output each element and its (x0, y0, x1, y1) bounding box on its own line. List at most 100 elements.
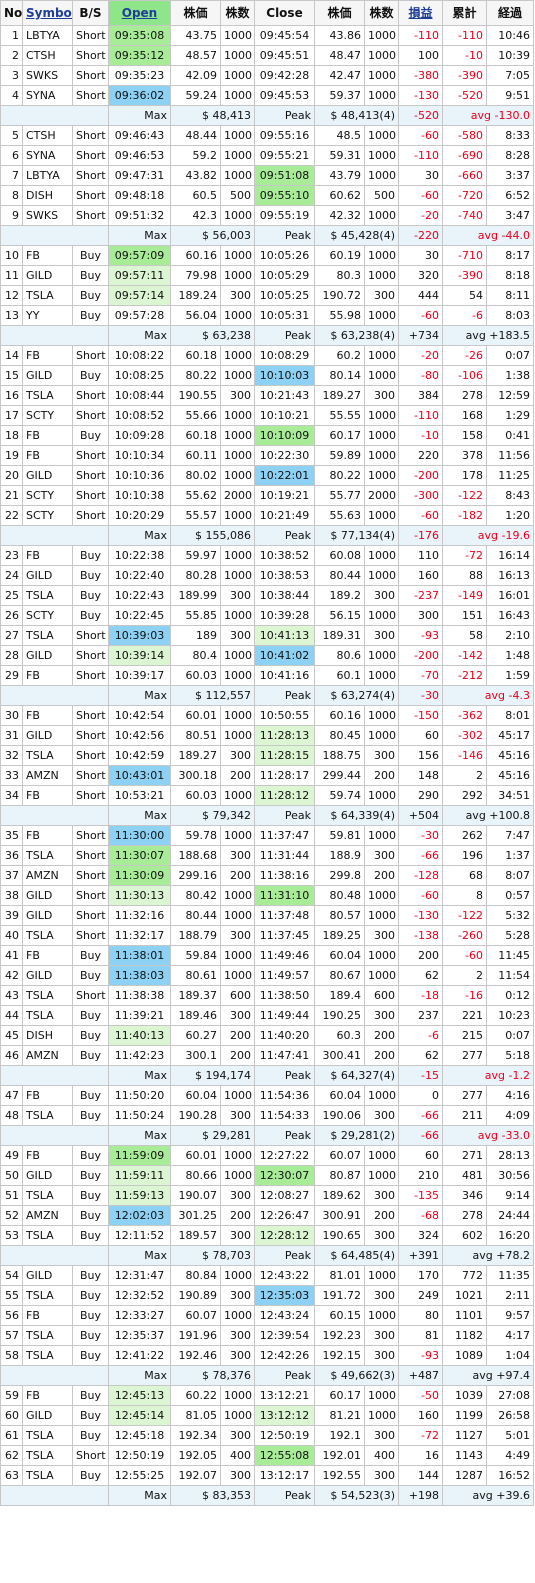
close-time: 10:50:55 (254, 705, 315, 726)
close-price: 300.41 (314, 1045, 365, 1066)
trade-row: 59 FB Buy 12:45:13 60.22 1000 13:12:21 60.17 100… (0, 1385, 534, 1406)
open-time: 10:10:38 (108, 485, 171, 506)
trade-no: 10 (0, 245, 23, 266)
summary-profit-loss: -176 (398, 525, 443, 546)
close-qty: 1000 (364, 965, 399, 986)
trade-symbol: TSLA (22, 1225, 73, 1246)
trade-no: 15 (0, 365, 23, 386)
header-symbol[interactable]: Symbol (22, 0, 73, 26)
close-time: 12:08:27 (254, 1185, 315, 1206)
trade-side: Buy (72, 425, 109, 446)
trade-side: Short (72, 145, 109, 166)
trade-row: 57 TSLA Buy 12:35:37 191.96 300 12:39:54 192.23… (0, 1325, 534, 1346)
close-qty: 1000 (364, 305, 399, 326)
open-qty: 300 (220, 745, 255, 766)
header-open-qty: 株数 (220, 0, 255, 26)
close-time: 12:50:19 (254, 1425, 315, 1446)
close-qty: 1000 (364, 605, 399, 626)
trade-no: 38 (0, 885, 23, 906)
open-price: 188.79 (170, 925, 221, 946)
close-price: 191.72 (314, 1285, 365, 1306)
summary-row: Max $ 78,703 Peak $ 64,485(4) +391 avg +78.2 (0, 1245, 534, 1266)
open-qty: 1000 (220, 1405, 255, 1426)
trade-symbol: TSLA (22, 845, 73, 866)
close-qty: 200 (364, 1025, 399, 1046)
trade-symbol: SWKS (22, 65, 73, 86)
elapsed: 8:28 (486, 145, 534, 166)
open-time: 11:30:13 (108, 885, 171, 906)
summary-row: Max $ 48,413 Peak $ 48,413(4) -520 avg -130.0 (0, 105, 534, 126)
close-qty: 300 (364, 925, 399, 946)
close-price: 59.31 (314, 145, 365, 166)
trade-no: 11 (0, 265, 23, 286)
trade-log-table: No Symbol B/S Open 株価 株数 Close 株価 株数 損益 … (0, 0, 534, 1506)
trade-side: Short (72, 765, 109, 786)
profit-loss: 160 (398, 565, 443, 586)
trade-row: 6 SYNA Short 09:46:53 59.2 1000 09:55:21 59.31 1… (0, 145, 534, 166)
trade-side: Short (72, 1445, 109, 1466)
elapsed: 4:09 (486, 1105, 534, 1126)
open-price: 300.18 (170, 765, 221, 786)
summary-max-value: $ 48,413 (170, 105, 255, 126)
close-qty: 1000 (364, 405, 399, 426)
trade-row: 39 GILD Short 11:32:16 80.44 1000 11:37:48 80.5… (0, 905, 534, 926)
close-price: 43.86 (314, 25, 365, 46)
header-close-qty: 株数 (364, 0, 399, 26)
profit-loss: -60 (398, 125, 443, 146)
open-price: 60.07 (170, 1305, 221, 1326)
close-time: 11:54:33 (254, 1105, 315, 1126)
trade-no: 42 (0, 965, 23, 986)
open-price: 60.18 (170, 345, 221, 366)
trade-symbol: TSLA (22, 585, 73, 606)
close-time: 12:42:26 (254, 1345, 315, 1366)
trade-symbol: TSLA (22, 1285, 73, 1306)
close-price: 80.45 (314, 725, 365, 746)
close-qty: 1000 (364, 245, 399, 266)
close-time: 13:12:17 (254, 1465, 315, 1486)
open-time: 09:51:32 (108, 205, 171, 226)
trade-no: 43 (0, 985, 23, 1006)
close-time: 10:38:53 (254, 565, 315, 586)
open-price: 80.02 (170, 465, 221, 486)
trade-no: 19 (0, 445, 23, 466)
trade-no: 2 (0, 45, 23, 66)
profit-loss: -128 (398, 865, 443, 886)
close-qty: 200 (364, 1045, 399, 1066)
open-price: 80.66 (170, 1165, 221, 1186)
close-qty: 1000 (364, 465, 399, 486)
open-time: 11:30:07 (108, 845, 171, 866)
elapsed: 8:03 (486, 305, 534, 326)
close-time: 11:28:17 (254, 765, 315, 786)
trade-no: 14 (0, 345, 23, 366)
open-price: 300.1 (170, 1045, 221, 1066)
close-price: 42.32 (314, 205, 365, 226)
trade-no: 63 (0, 1465, 23, 1486)
open-qty: 1000 (220, 445, 255, 466)
trade-side: Buy (72, 1105, 109, 1126)
close-qty: 1000 (364, 445, 399, 466)
elapsed: 0:57 (486, 885, 534, 906)
close-time: 11:37:48 (254, 905, 315, 926)
header-profit-loss[interactable]: 損益 (398, 0, 443, 26)
summary-max-value: $ 78,376 (170, 1365, 255, 1386)
open-price: 55.66 (170, 405, 221, 426)
trade-symbol: LBTYA (22, 25, 73, 46)
close-price: 55.55 (314, 405, 365, 426)
trade-row: 38 GILD Short 11:30:13 80.42 1000 11:31:10 80.4… (0, 885, 534, 906)
cumulative: 88 (442, 565, 487, 586)
open-qty: 1000 (220, 945, 255, 966)
close-price: 189.25 (314, 925, 365, 946)
close-time: 09:45:51 (254, 45, 315, 66)
close-time: 11:49:57 (254, 965, 315, 986)
summary-max-value: $ 56,003 (170, 225, 255, 246)
elapsed: 30:56 (486, 1165, 534, 1186)
trade-side: Buy (72, 945, 109, 966)
header-open[interactable]: Open (108, 0, 171, 26)
close-price: 60.3 (314, 1025, 365, 1046)
open-qty: 1000 (220, 345, 255, 366)
close-price: 60.07 (314, 1145, 365, 1166)
open-qty: 1000 (220, 785, 255, 806)
trade-row: 8 DISH Short 09:48:18 60.5 500 09:55:10 60.62 50… (0, 185, 534, 206)
trade-row: 14 FB Short 10:08:22 60.18 1000 10:08:29 60.2 10… (0, 345, 534, 366)
elapsed: 9:14 (486, 1185, 534, 1206)
